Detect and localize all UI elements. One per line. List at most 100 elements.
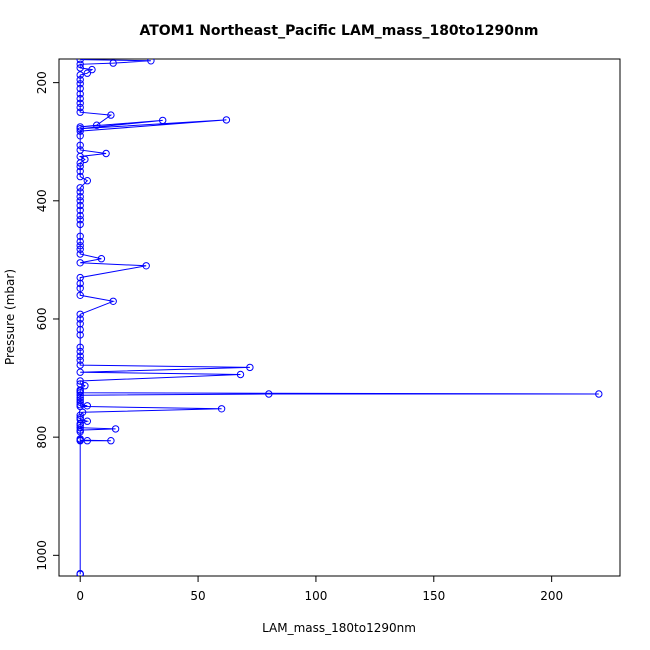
data-point — [76, 232, 84, 241]
y-tick-label: 600 — [35, 308, 49, 331]
data-point — [76, 401, 84, 409]
plot-area — [76, 59, 603, 576]
data-point — [246, 363, 254, 372]
data-point — [76, 141, 84, 150]
data-point — [147, 59, 155, 65]
data-point — [76, 188, 84, 196]
data-point — [76, 386, 84, 394]
data-point — [76, 197, 84, 205]
data-point — [107, 437, 115, 445]
data-point — [109, 297, 117, 305]
data-point — [76, 310, 84, 318]
data-point — [76, 291, 84, 299]
data-point — [76, 167, 84, 176]
data-point — [111, 425, 120, 433]
data-point — [265, 390, 273, 398]
data-point — [236, 370, 245, 379]
data-point — [76, 99, 84, 108]
data-point — [83, 437, 92, 445]
data-point — [142, 262, 150, 270]
y-tick-label: 800 — [35, 426, 49, 449]
data-point — [76, 377, 84, 385]
data-point — [76, 315, 84, 323]
data-point — [76, 242, 84, 250]
y-tick-label: 400 — [35, 189, 49, 212]
data-point — [76, 237, 84, 246]
data-point — [76, 331, 84, 339]
data-point — [76, 84, 84, 93]
data-point — [76, 356, 84, 364]
data-point — [107, 111, 115, 119]
data-point — [76, 569, 84, 576]
data-point — [83, 69, 92, 77]
data-point — [97, 255, 106, 263]
data-point — [76, 80, 84, 88]
x-tick-label: 100 — [304, 589, 327, 603]
x-tick-label: 150 — [422, 589, 445, 603]
data-point — [76, 216, 84, 224]
data-point — [76, 94, 84, 103]
data-point — [76, 184, 84, 192]
data-point — [76, 90, 84, 98]
x-tick-label: 0 — [76, 589, 84, 603]
data-point — [109, 59, 117, 67]
y-tick-label: 200 — [35, 71, 49, 94]
chart-title: ATOM1 Northeast_Pacific LAM_mass_180to12… — [139, 23, 538, 39]
data-point — [76, 250, 84, 258]
x-tick-label: 200 — [540, 589, 563, 603]
data-point — [76, 127, 84, 135]
data-point — [76, 347, 84, 356]
data-point — [76, 132, 84, 140]
data-point — [76, 172, 84, 181]
data-point — [76, 60, 84, 69]
data-point — [76, 380, 84, 388]
series-line — [78, 59, 599, 575]
data-point — [93, 121, 101, 129]
data-point — [76, 193, 84, 201]
data-point — [76, 220, 84, 229]
plot-frame — [58, 58, 621, 577]
y-tick-label: 1000 — [35, 540, 49, 571]
data-point — [76, 123, 84, 131]
data-point — [76, 206, 84, 215]
data-point — [76, 361, 84, 369]
data-point — [222, 116, 231, 124]
data-point — [76, 71, 84, 79]
y-axis: 200 400 600 800 1000 — [35, 71, 60, 571]
y-axis-label: Pressure (mbar) — [3, 269, 17, 365]
data-point — [76, 419, 84, 428]
data-point — [83, 402, 92, 410]
x-tick-label: 50 — [190, 589, 205, 603]
data-point — [76, 162, 84, 171]
data-point — [76, 64, 84, 72]
data-point — [76, 352, 84, 360]
data-point — [102, 149, 110, 158]
data-point — [76, 435, 84, 443]
data-point — [76, 343, 84, 351]
data-point — [83, 417, 92, 425]
data-point — [76, 211, 84, 220]
data-point — [76, 279, 84, 288]
data-point — [76, 284, 84, 292]
data-point — [76, 396, 84, 404]
data-point — [76, 259, 84, 267]
data-point — [217, 405, 226, 413]
data-point — [76, 325, 84, 334]
data-point — [76, 76, 84, 84]
data-point — [76, 368, 84, 376]
data-point — [159, 116, 167, 125]
data-point — [88, 65, 96, 74]
data-point — [81, 382, 89, 390]
data-point — [83, 177, 92, 185]
data-point — [76, 273, 84, 282]
x-axis-label: LAM_mass_180to1290nm — [262, 621, 416, 635]
data-point — [76, 201, 84, 210]
data-point — [76, 146, 84, 154]
data-point — [76, 59, 84, 64]
x-axis: 0 50 100 150 200 — [76, 575, 563, 603]
data-point — [76, 391, 84, 399]
data-point — [76, 398, 84, 406]
data-point — [595, 390, 603, 398]
data-point — [76, 108, 84, 116]
